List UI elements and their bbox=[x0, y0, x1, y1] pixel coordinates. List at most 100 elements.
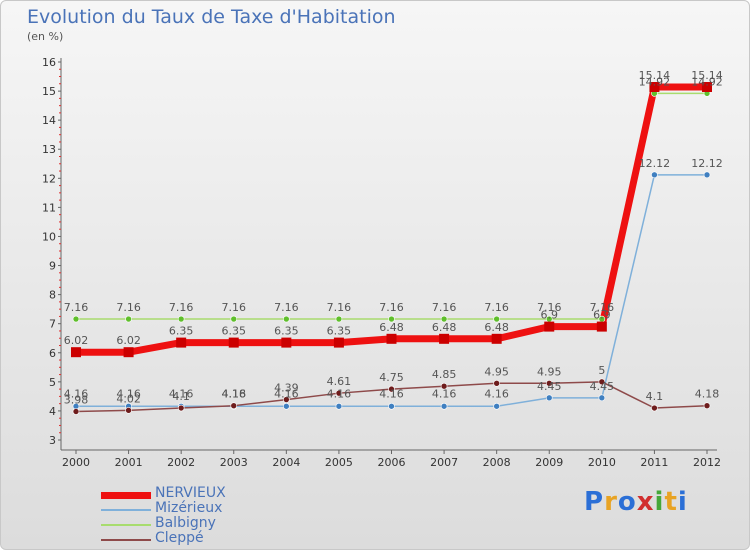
data-label: 6.35 bbox=[169, 325, 194, 338]
series-point-3 bbox=[177, 404, 185, 412]
logo-letter: x bbox=[636, 487, 655, 517]
legend-label-nervieux: NERVIEUX bbox=[155, 485, 226, 501]
data-label: 7.16 bbox=[64, 301, 89, 314]
series-point-1 bbox=[651, 171, 658, 179]
y-tick-label: 13 bbox=[42, 143, 56, 156]
series-point-0 bbox=[702, 82, 712, 93]
x-tick-label: 2003 bbox=[220, 456, 248, 469]
data-label: 6.02 bbox=[64, 334, 89, 347]
x-tick-label: 2004 bbox=[272, 456, 300, 469]
series-point-1 bbox=[493, 402, 500, 410]
series-point-1 bbox=[388, 402, 395, 410]
data-label: 7.16 bbox=[222, 301, 247, 314]
series-point-2 bbox=[283, 315, 290, 323]
data-label: 14.92 bbox=[691, 75, 723, 88]
data-label: 4.1 bbox=[646, 390, 664, 403]
x-tick-label: 2006 bbox=[378, 456, 406, 469]
data-label: 6.02 bbox=[116, 334, 141, 347]
data-label: 4.16 bbox=[484, 387, 509, 400]
logo-letter: P bbox=[584, 487, 605, 517]
series-point-0 bbox=[649, 82, 660, 93]
data-label: 4.39 bbox=[274, 382, 299, 395]
x-tick-label: 2000 bbox=[62, 456, 90, 469]
data-label: 7.16 bbox=[169, 301, 194, 314]
series-point-1 bbox=[283, 402, 290, 410]
y-tick-label: 10 bbox=[42, 230, 56, 243]
data-label: 12.12 bbox=[639, 157, 671, 170]
series-point-0 bbox=[228, 337, 239, 348]
y-tick-label: 14 bbox=[42, 114, 56, 127]
x-tick-label: 2011 bbox=[640, 456, 668, 469]
data-label: 7.16 bbox=[590, 301, 615, 314]
y-tick-label: 12 bbox=[42, 172, 56, 185]
series-point-3 bbox=[72, 408, 80, 415]
y-tick-label: 9 bbox=[49, 260, 56, 273]
data-label: 15.14 bbox=[691, 69, 723, 82]
data-label: 4.45 bbox=[537, 380, 562, 393]
data-label: 7.16 bbox=[379, 301, 404, 314]
series-point-2 bbox=[440, 315, 448, 323]
data-label: 4.61 bbox=[327, 375, 352, 388]
series-point-0 bbox=[386, 333, 397, 344]
y-tick-label: 15 bbox=[42, 85, 56, 98]
x-tick-label: 2005 bbox=[325, 456, 353, 469]
data-label: 6.9 bbox=[541, 309, 559, 322]
legend-swatch-cleppe bbox=[101, 539, 151, 541]
series-point-3 bbox=[545, 379, 553, 387]
data-label: 4.16 bbox=[327, 387, 352, 400]
series-point-1 bbox=[598, 394, 606, 402]
data-label: 7.16 bbox=[484, 301, 509, 314]
legend-label-mizerieux: Mizérieux bbox=[155, 500, 223, 516]
x-tick-label: 2008 bbox=[483, 456, 511, 469]
series-point-3 bbox=[493, 379, 500, 387]
series-point-2 bbox=[177, 315, 185, 323]
data-label: 12.12 bbox=[691, 157, 723, 170]
data-label: 4.16 bbox=[169, 387, 194, 400]
series-point-1 bbox=[545, 394, 553, 402]
series-point-2 bbox=[335, 315, 343, 323]
data-label: 4.1 bbox=[172, 390, 190, 403]
data-label: 4.16 bbox=[116, 387, 141, 400]
series-point-3 bbox=[388, 385, 395, 393]
legend-swatch-balbigny bbox=[101, 524, 151, 526]
chart-title: Evolution du Taux de Taxe d'Habitation bbox=[27, 6, 396, 28]
data-label: 7.16 bbox=[432, 301, 457, 314]
data-label: 14.92 bbox=[639, 75, 671, 88]
data-label: 6.48 bbox=[484, 321, 509, 334]
series-point-3 bbox=[125, 407, 132, 414]
y-tick-label: 3 bbox=[49, 434, 56, 447]
data-label: 4.16 bbox=[64, 387, 89, 400]
x-tick-label: 2012 bbox=[693, 456, 721, 469]
data-label: 7.16 bbox=[537, 301, 562, 314]
proxiti-logo: Proxiti bbox=[584, 487, 688, 517]
series-point-0 bbox=[71, 347, 81, 358]
series-point-2 bbox=[230, 315, 238, 323]
series-point-3 bbox=[283, 396, 290, 403]
y-tick-label: 5 bbox=[49, 376, 56, 389]
series-point-3 bbox=[230, 402, 238, 409]
logo-letter: t bbox=[664, 487, 678, 517]
y-tick-label: 6 bbox=[49, 347, 56, 360]
series-point-0 bbox=[333, 337, 344, 348]
series-point-1 bbox=[440, 402, 448, 410]
data-label: 4.16 bbox=[432, 387, 457, 400]
y-tick-label: 16 bbox=[42, 56, 56, 69]
y-tick-label: 4 bbox=[49, 405, 56, 418]
x-tick-label: 2010 bbox=[588, 456, 616, 469]
series-point-0 bbox=[281, 337, 292, 348]
legend-label-cleppe: Cleppé bbox=[155, 530, 204, 546]
data-label: 7.16 bbox=[274, 301, 299, 314]
series-point-3 bbox=[651, 404, 658, 412]
data-label: 4.18 bbox=[695, 388, 720, 401]
series-point-2 bbox=[125, 315, 132, 323]
series-point-0 bbox=[491, 333, 502, 344]
data-label: 5 bbox=[598, 364, 605, 377]
series-point-0 bbox=[123, 347, 134, 358]
data-label: 4.02 bbox=[116, 392, 141, 405]
unit-label: (en %) bbox=[27, 30, 64, 43]
data-label: 4.45 bbox=[590, 380, 615, 393]
x-tick-label: 2002 bbox=[167, 456, 195, 469]
y-tick-label: 8 bbox=[49, 289, 56, 302]
